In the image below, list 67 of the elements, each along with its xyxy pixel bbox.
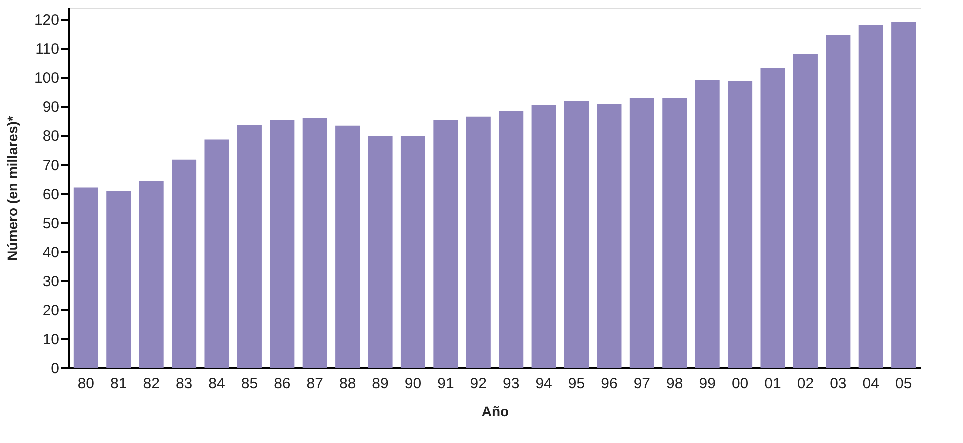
y-tick-label: 60	[42, 186, 60, 204]
y-tick-label: 80	[42, 128, 60, 146]
x-tick-label: 80	[78, 376, 95, 392]
x-tick-label: 03	[830, 376, 847, 392]
bar	[728, 81, 753, 368]
y-tick-label: 110	[36, 41, 60, 58]
bar	[106, 191, 132, 368]
bar	[237, 125, 262, 368]
bar	[662, 98, 688, 368]
y-tick-label: 70	[42, 157, 60, 174]
x-tick-label: 86	[274, 376, 291, 392]
x-tick-label: 05	[895, 376, 912, 392]
x-tick-label: 01	[764, 376, 782, 392]
x-tick-label: 83	[176, 376, 193, 392]
x-tick-label: 91	[438, 376, 454, 392]
x-tick-label: 90	[404, 376, 422, 392]
y-tick-label: 30	[42, 273, 60, 290]
y-tick-label: 40	[42, 244, 60, 262]
bar	[597, 104, 622, 368]
x-tick-label: 87	[306, 376, 324, 392]
x-tick-label: 81	[110, 376, 128, 392]
y-axis-title: Número (en millares)*	[4, 116, 20, 261]
y-tick-label: 100	[34, 70, 60, 88]
x-tick-label: 95	[568, 376, 586, 392]
bar	[760, 68, 786, 368]
bar	[434, 120, 458, 368]
bar	[368, 136, 393, 368]
x-tick-label: 00	[732, 376, 749, 392]
bar	[630, 98, 654, 368]
x-tick-label: 94	[536, 376, 552, 392]
bar	[793, 54, 818, 368]
x-tick-label: 99	[699, 376, 716, 392]
x-tick-label: 85	[241, 376, 258, 392]
bar	[336, 126, 360, 368]
x-tick-label: 97	[634, 376, 651, 392]
bar	[532, 104, 556, 368]
bar	[270, 120, 295, 368]
x-tick-label: 93	[503, 376, 520, 392]
x-tick-label: 89	[372, 376, 389, 392]
x-axis-title: Año	[482, 404, 510, 420]
bar	[695, 80, 720, 368]
bar	[139, 181, 164, 368]
y-tick-label: 20	[42, 302, 60, 320]
x-tick-label: 82	[143, 376, 160, 392]
bar	[892, 22, 916, 368]
bar	[74, 188, 98, 368]
y-tick-label: 50	[42, 215, 60, 232]
bar	[466, 116, 491, 368]
bar	[826, 35, 851, 368]
y-tick-label: 120	[34, 12, 60, 30]
x-tick-label: 98	[666, 376, 684, 392]
x-tick-label: 02	[797, 376, 814, 392]
x-tick-label: 92	[470, 376, 487, 392]
bar	[172, 160, 197, 368]
y-tick-label: 10	[42, 331, 60, 348]
bar	[564, 101, 590, 368]
x-tick-label: 84	[208, 376, 226, 392]
y-tick-label: 0	[51, 360, 60, 378]
bar	[302, 118, 328, 368]
x-tick-label: 88	[339, 376, 356, 392]
x-tick-label: 04	[862, 376, 880, 392]
bar	[400, 136, 426, 368]
bar	[204, 140, 230, 368]
bar	[858, 25, 884, 368]
bar	[499, 111, 524, 368]
y-tick-label: 90	[42, 99, 60, 116]
x-tick-label: 96	[601, 376, 618, 392]
